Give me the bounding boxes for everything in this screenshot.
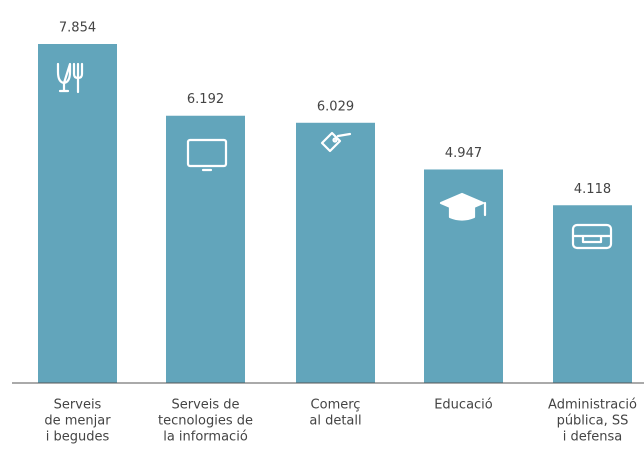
- icon-monitor: [186, 138, 228, 172]
- x-tick-label: i defensa: [563, 430, 623, 445]
- bar: [553, 205, 632, 383]
- value-label: 7.854: [59, 21, 96, 36]
- value-label: 4.947: [445, 146, 482, 161]
- x-tick-label: Comerç: [311, 398, 361, 413]
- icons: [56, 62, 613, 250]
- x-tick-label: Serveis de: [171, 398, 239, 413]
- bar: [296, 122, 375, 383]
- x-tick-label: al detall: [309, 414, 361, 429]
- x-tick-label: de menjar: [44, 414, 111, 429]
- x-tick-label: pública, SS: [557, 414, 629, 429]
- icon-cap: [439, 192, 487, 221]
- x-tick-label: Administració: [548, 398, 637, 413]
- icon-tag: [320, 131, 352, 153]
- icon-card: [571, 223, 613, 250]
- bar: [166, 115, 245, 383]
- x-tick-label: la informació: [163, 430, 248, 445]
- x-tick-label: Educació: [434, 398, 493, 413]
- x-tick-label: i begudes: [46, 430, 110, 445]
- bar: [38, 44, 117, 383]
- x-tick-label: Serveis: [54, 398, 102, 413]
- value-label: 4.118: [574, 182, 611, 197]
- x-tick-label: tecnologies de: [158, 414, 253, 429]
- icon-glasses: [56, 62, 84, 94]
- value-label: 6.192: [187, 92, 224, 107]
- value-label: 6.029: [317, 99, 354, 114]
